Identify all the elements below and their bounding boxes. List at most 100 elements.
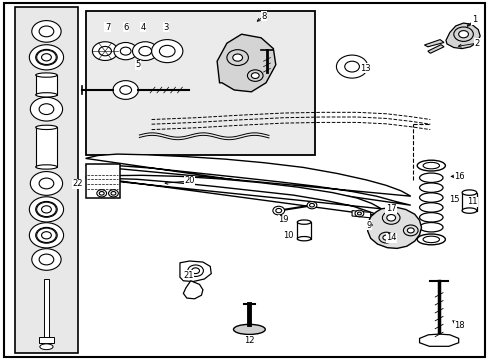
Polygon shape <box>424 40 443 47</box>
Bar <box>85 164 120 198</box>
Circle shape <box>108 190 118 197</box>
Bar <box>36 75 57 95</box>
Circle shape <box>36 49 57 65</box>
Text: 18: 18 <box>453 321 464 330</box>
Circle shape <box>41 206 51 213</box>
Polygon shape <box>427 45 443 53</box>
Circle shape <box>407 228 413 233</box>
Circle shape <box>453 27 472 41</box>
Circle shape <box>226 50 248 66</box>
Circle shape <box>37 50 56 64</box>
Circle shape <box>39 178 54 189</box>
Circle shape <box>30 172 62 195</box>
Polygon shape <box>217 34 275 92</box>
Ellipse shape <box>233 324 264 334</box>
Text: 3: 3 <box>163 23 168 32</box>
Text: 21: 21 <box>183 271 193 280</box>
Text: 9: 9 <box>366 220 371 230</box>
Text: 17: 17 <box>385 204 396 213</box>
Text: 5: 5 <box>135 60 140 69</box>
Text: 16: 16 <box>453 172 464 181</box>
Polygon shape <box>183 281 203 299</box>
Text: 2: 2 <box>473 39 478 48</box>
Bar <box>36 127 57 167</box>
Circle shape <box>458 31 468 38</box>
Polygon shape <box>419 334 458 346</box>
Ellipse shape <box>36 165 57 169</box>
Ellipse shape <box>36 93 57 97</box>
Circle shape <box>39 104 54 114</box>
Circle shape <box>41 232 51 239</box>
Circle shape <box>32 249 61 270</box>
Circle shape <box>41 54 51 61</box>
Circle shape <box>113 81 138 99</box>
Circle shape <box>97 190 106 197</box>
Bar <box>461 193 476 211</box>
Circle shape <box>99 46 111 56</box>
Circle shape <box>187 265 203 276</box>
Text: 19: 19 <box>278 215 288 224</box>
Text: 8: 8 <box>261 12 266 21</box>
Circle shape <box>120 47 131 55</box>
Circle shape <box>29 45 63 70</box>
Bar <box>44 279 49 337</box>
Text: 7: 7 <box>105 23 110 32</box>
Circle shape <box>37 202 56 217</box>
Circle shape <box>29 197 63 222</box>
Text: 1: 1 <box>471 15 476 24</box>
Circle shape <box>344 61 359 72</box>
Circle shape <box>132 42 158 60</box>
Ellipse shape <box>422 162 439 169</box>
Circle shape <box>151 40 183 63</box>
Text: 10: 10 <box>283 231 293 240</box>
Circle shape <box>39 26 54 37</box>
Circle shape <box>114 42 137 60</box>
Circle shape <box>309 203 314 207</box>
Text: 14: 14 <box>385 233 396 242</box>
Bar <box>39 337 54 343</box>
Circle shape <box>247 70 263 81</box>
Polygon shape <box>180 261 211 282</box>
Circle shape <box>111 192 116 195</box>
Circle shape <box>382 211 399 224</box>
Ellipse shape <box>461 190 476 195</box>
Circle shape <box>159 45 175 57</box>
Circle shape <box>29 223 63 248</box>
Text: 15: 15 <box>448 195 459 204</box>
Bar <box>85 11 315 155</box>
Polygon shape <box>85 154 410 205</box>
Circle shape <box>272 206 284 215</box>
Text: 4: 4 <box>141 23 145 32</box>
Ellipse shape <box>36 125 57 130</box>
Circle shape <box>378 232 393 243</box>
Circle shape <box>336 55 367 78</box>
Ellipse shape <box>40 344 53 350</box>
Circle shape <box>251 73 259 78</box>
Polygon shape <box>351 211 370 218</box>
Circle shape <box>37 228 56 243</box>
Ellipse shape <box>416 234 445 245</box>
Circle shape <box>92 42 118 60</box>
Bar <box>297 222 310 239</box>
Circle shape <box>306 202 316 209</box>
Circle shape <box>275 208 281 213</box>
Ellipse shape <box>461 208 476 213</box>
Circle shape <box>36 228 57 243</box>
Circle shape <box>382 235 389 240</box>
Circle shape <box>36 202 57 217</box>
Circle shape <box>32 21 61 42</box>
Ellipse shape <box>36 73 57 77</box>
Circle shape <box>30 97 62 121</box>
Circle shape <box>99 192 104 195</box>
Circle shape <box>191 268 199 274</box>
Circle shape <box>354 210 363 217</box>
Polygon shape <box>367 207 421 248</box>
Text: 6: 6 <box>123 23 128 32</box>
Ellipse shape <box>297 220 310 224</box>
Circle shape <box>357 212 361 215</box>
Circle shape <box>403 225 417 236</box>
Circle shape <box>120 86 131 94</box>
Text: 22: 22 <box>72 179 82 188</box>
Circle shape <box>386 215 395 221</box>
Bar <box>15 7 78 353</box>
